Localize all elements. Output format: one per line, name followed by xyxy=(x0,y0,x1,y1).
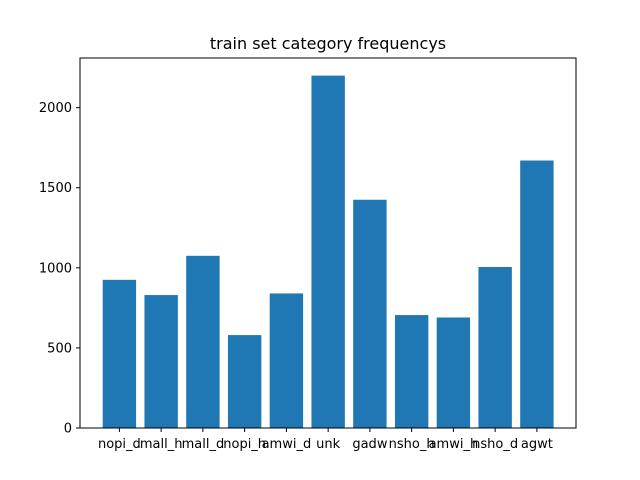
y-tick-label: 1500 xyxy=(39,181,72,196)
x-tick-label: nsho_h xyxy=(389,437,435,452)
y-tick-label: 0 xyxy=(64,422,72,437)
y-axis-ticks: 0 500 1000 1500 2000 xyxy=(39,101,80,437)
bars-group xyxy=(102,75,554,429)
bar-mall-d xyxy=(186,255,220,428)
plot-area-frame xyxy=(79,57,577,429)
bar-agwt xyxy=(520,160,554,428)
x-tick-label: mall_h xyxy=(140,437,183,452)
x-tick-label: amwi_d xyxy=(262,437,312,452)
x-tick-label: nopi_d xyxy=(98,437,141,452)
y-tick-label: 1000 xyxy=(39,261,72,276)
x-tick-label: gadw xyxy=(352,437,387,452)
y-tick-label: 2000 xyxy=(39,101,72,116)
bar-amwi-d xyxy=(269,293,304,428)
y-tick-label: 500 xyxy=(47,341,72,356)
bar-mall-h xyxy=(144,295,178,428)
bar-nsho-h xyxy=(394,315,429,428)
x-tick-label: amwi_h xyxy=(429,437,479,452)
x-tick-label: agwt xyxy=(521,437,553,452)
chart-title: train set category frequencys xyxy=(210,34,446,53)
x-tick-label: nopi_h xyxy=(223,437,266,452)
bar-unk xyxy=(311,75,345,429)
x-tick-label: unk xyxy=(316,437,340,452)
bar-nsho-d xyxy=(478,267,512,428)
x-tick-label: mall_d xyxy=(182,437,225,452)
x-tick-label: nsho_d xyxy=(472,437,518,452)
bar-nopi-d xyxy=(102,279,137,428)
bar-gadw xyxy=(353,199,387,428)
bar-amwi-h xyxy=(436,317,471,428)
bar-nopi-h xyxy=(227,335,262,428)
